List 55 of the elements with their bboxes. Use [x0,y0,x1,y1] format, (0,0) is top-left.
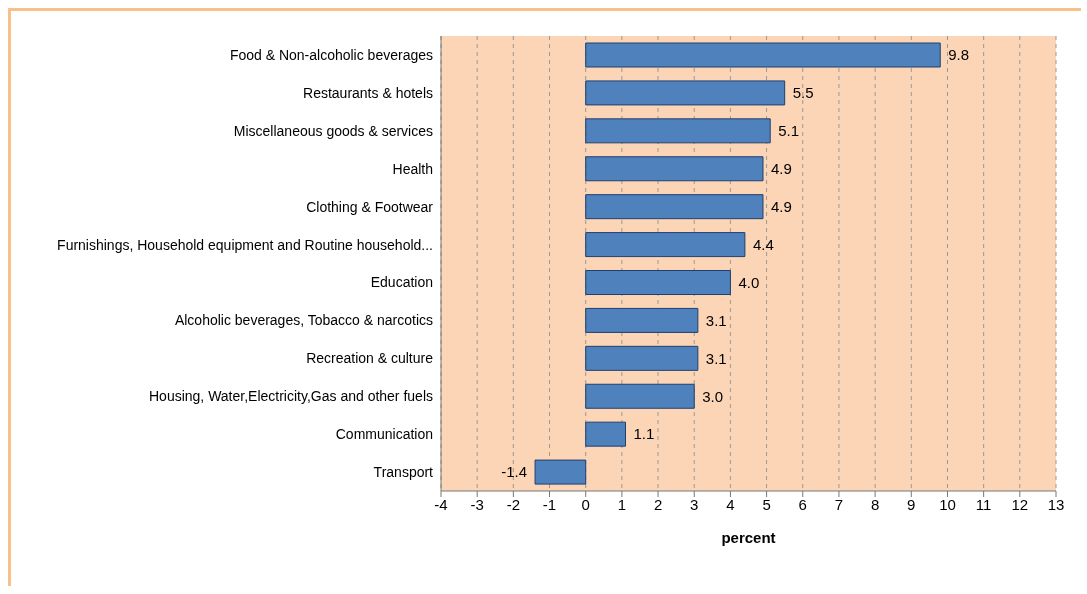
y-tick-label: Miscellaneous goods & services [233,122,433,139]
bar [585,194,764,220]
bar [585,383,695,409]
data-label: 4.9 [770,160,792,177]
data-label: 3.1 [705,349,727,367]
bar [534,459,587,485]
x-tick-label: 6 [798,495,807,513]
data-label: 5.1 [778,122,800,140]
bar [585,232,746,258]
data-label: 4.4 [752,235,774,253]
y-tick-label: Restaurants & hotels [303,84,433,101]
data-label: 5.5 [792,84,814,102]
y-tick-label: Education [370,274,433,291]
x-tick-label: 10 [939,495,956,513]
data-label: 4.9 [770,197,792,215]
x-axis-title: percent [721,529,776,546]
data-label: 3.0 [702,387,724,405]
x-tick-label: 1 [617,495,627,513]
x-tick-label: 13 [1047,495,1065,513]
y-tick-label: Recreation & culture [306,350,434,367]
data-label: 9.8 [948,46,970,64]
y-tick-label: Communication [335,426,433,443]
y-tick-label: Transport [373,464,434,481]
bar [585,270,731,295]
x-tick-label: 4 [726,495,735,513]
bar [585,118,771,144]
x-tick-label: 0 [581,495,590,513]
x-tick-label: 11 [975,495,992,513]
bar [585,42,941,68]
x-tick-label: 7 [834,495,844,513]
y-tick-label: Food & Non-alcoholic beverages [229,46,433,63]
bar [585,421,626,447]
y-tick-label: Health [392,160,433,177]
data-label: -1.4 [501,463,528,481]
x-tick-label: 5 [762,495,771,513]
y-tick-label: Furnishings, Household equipment and Routine household... [57,236,433,253]
x-tick-label: 3 [690,495,699,513]
x-tick-label: 12 [1011,495,1029,513]
y-tick-label: Clothing & Footwear [306,198,434,215]
bar [585,156,764,182]
y-tick-label: Alcoholic beverages, Tobacco & narcotics [174,312,433,329]
x-tick-label: 2 [653,495,663,513]
bar [585,345,699,371]
data-label: 4.0 [738,273,760,291]
x-tick-label: -1 [542,495,557,513]
y-tick-label: Housing, Water,Electricity,Gas and other fuels [148,388,433,405]
bar [585,80,786,106]
data-label: 1.1 [633,425,655,443]
x-tick-label: 9 [907,495,916,513]
x-tick-label: -2 [506,495,521,513]
data-label: 3.1 [705,311,727,329]
x-tick-label: 8 [870,495,880,513]
x-tick-label: -4 [434,495,448,513]
bar [585,307,699,333]
x-tick-label: -3 [470,495,484,513]
